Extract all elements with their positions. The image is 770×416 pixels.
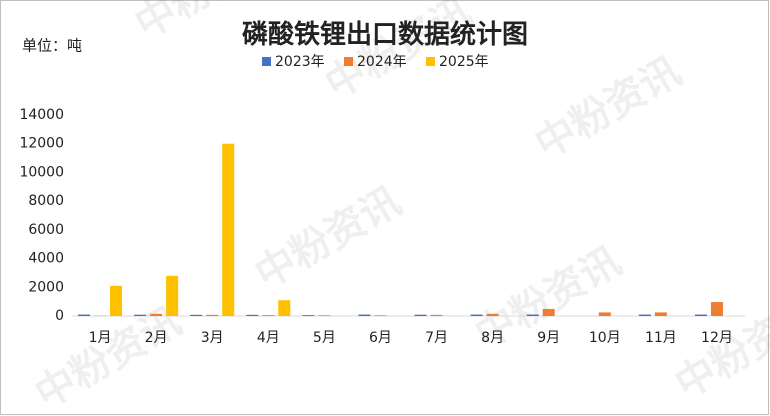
y-tick-label: 6000: [28, 222, 64, 238]
bar: [526, 314, 539, 316]
bar: [374, 315, 387, 316]
legend-swatch: [262, 57, 271, 66]
bar: [262, 315, 275, 316]
bar: [598, 312, 611, 316]
y-tick-label: 14000: [19, 107, 64, 123]
x-tick-label: 11月: [645, 330, 677, 346]
bar: [470, 314, 483, 316]
bar: [414, 314, 427, 316]
legend-swatch: [344, 57, 353, 66]
y-tick-label: 2000: [28, 279, 64, 295]
bar: [222, 143, 235, 316]
x-tick-label: 8月: [481, 330, 504, 346]
bar: [654, 312, 667, 316]
bar: [166, 275, 179, 316]
bar: [638, 314, 651, 316]
bar: [134, 314, 147, 316]
x-tick-label: 10月: [589, 330, 621, 346]
x-tick-label: 1月: [89, 330, 112, 346]
bar: [694, 314, 707, 316]
legend-label: 2024年: [357, 54, 407, 70]
unit-label: 单位：吨: [22, 37, 82, 55]
bar: [710, 302, 723, 316]
chart-title: 磷酸铁锂出口数据统计图: [242, 19, 528, 50]
bar: [206, 314, 219, 316]
x-tick-label: 3月: [201, 330, 224, 346]
x-tick-label: 6月: [369, 330, 392, 346]
legend-label: 2025年: [439, 54, 489, 70]
y-tick-label: 12000: [19, 136, 64, 152]
y-tick-label: 10000: [19, 164, 64, 180]
bar: [246, 314, 259, 316]
x-tick-label: 7月: [425, 330, 448, 346]
bar: [190, 314, 203, 316]
x-tick-label: 5月: [313, 330, 336, 346]
bar: [486, 313, 499, 316]
x-tick-label: 12月: [701, 330, 733, 346]
bar: [78, 314, 91, 316]
y-tick-label: 4000: [28, 251, 64, 267]
x-tick-label: 2月: [145, 330, 168, 346]
bar: [278, 300, 291, 316]
x-tick-label: 9月: [537, 330, 560, 346]
bar: [110, 285, 123, 316]
bar: [430, 314, 443, 316]
bar: [358, 314, 371, 316]
bar: [318, 315, 331, 316]
legend-label: 2023年: [275, 54, 325, 70]
bar: [302, 315, 315, 316]
y-tick-label: 0: [55, 308, 64, 324]
bar: [542, 308, 555, 316]
x-tick-label: 4月: [257, 330, 280, 346]
bar: [150, 313, 163, 316]
y-tick-label: 8000: [28, 193, 64, 209]
legend-swatch: [426, 57, 435, 66]
